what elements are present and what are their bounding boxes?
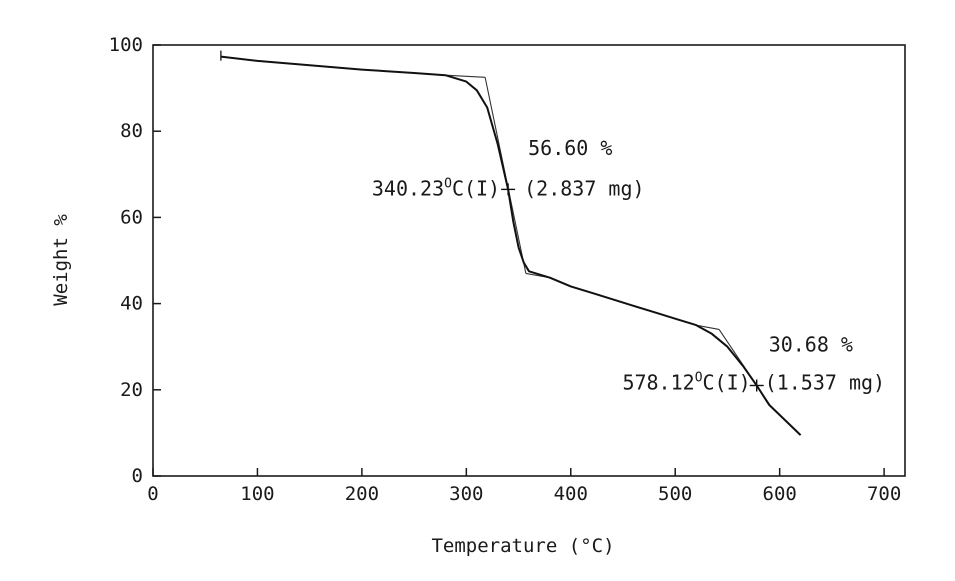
y-tick-label: 100 <box>109 34 143 56</box>
x-tick-label: 300 <box>449 483 483 505</box>
y-tick-label: 40 <box>120 293 143 315</box>
x-tick-label: 100 <box>240 483 274 505</box>
y-tick-label: 80 <box>120 120 143 142</box>
annotation-step2-mass: (1.537 mg) <box>765 370 885 394</box>
y-tick-label: 20 <box>120 379 143 401</box>
x-tick-label: 400 <box>554 483 588 505</box>
weight-curve <box>220 50 802 436</box>
annotation-step2-loss: 30.68 % <box>769 332 853 356</box>
y-axis-label: Weight % <box>50 214 72 306</box>
onset-tangent-line <box>696 324 720 331</box>
weight-curve-line <box>220 55 802 436</box>
x-tick-label: 0 <box>147 483 158 505</box>
annotation-step1-mass: (2.837 mg) <box>524 176 644 200</box>
x-tick-label: 500 <box>658 483 692 505</box>
y-tick-label: 0 <box>132 465 143 487</box>
x-tick-label: 200 <box>345 483 379 505</box>
y-axis-ticks: 0 20 40 60 80 100 <box>109 34 161 487</box>
x-tick-label: 600 <box>763 483 797 505</box>
x-tick-label: 700 <box>867 483 901 505</box>
y-tick-label: 60 <box>120 206 143 228</box>
annotation-step1-loss: 56.60 % <box>528 136 612 160</box>
x-axis-label: Temperature (°C) <box>431 535 614 557</box>
onset-tangent-line <box>445 74 486 78</box>
x-axis-ticks: 0 100 200 300 400 500 600 700 <box>147 468 901 505</box>
annotation-step2-temp: 578.12OC(I) <box>622 370 750 394</box>
plot-frame <box>152 44 906 477</box>
inflection-markers <box>501 183 764 392</box>
annotation-step1-temp: 340.23OC(I) <box>372 176 500 200</box>
step-annotations: 56.60 % (2.837 mg) 340.23OC(I) 30.68 % (1.53… <box>372 136 885 394</box>
onset-construction-lines <box>445 74 772 408</box>
